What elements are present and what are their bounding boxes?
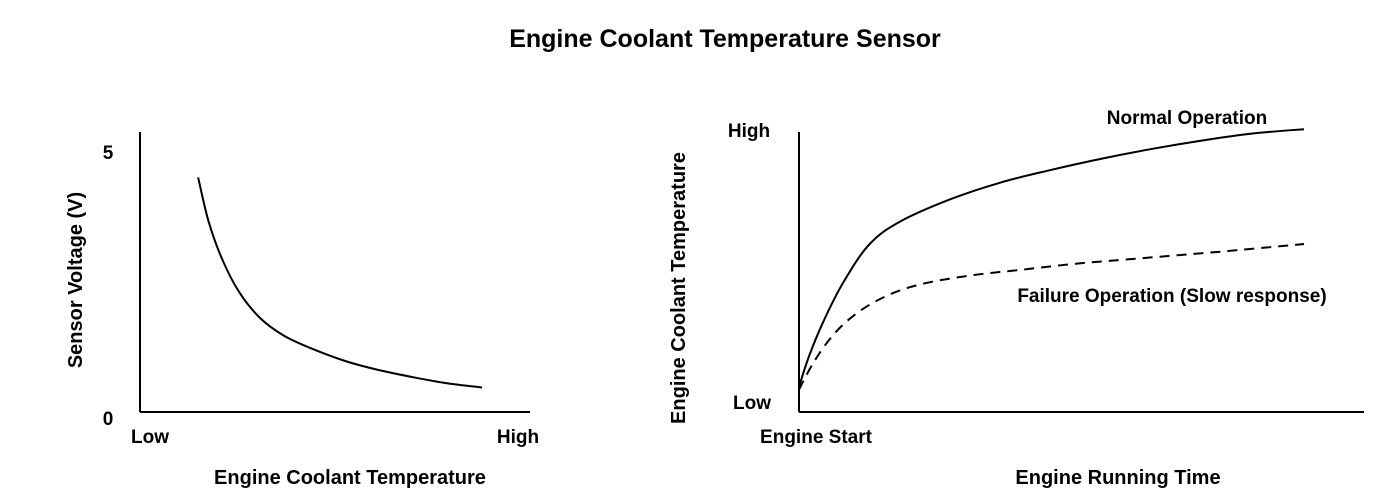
left-y-tick-low: 0 — [103, 409, 114, 430]
left-x-tick-high: High — [497, 427, 539, 448]
failure-operation-curve — [798, 243, 1305, 391]
right-y-tick-low: Low — [733, 393, 771, 414]
right-y-axis-label: Engine Coolant Temperature — [668, 152, 690, 424]
left-x-tick-low: Low — [131, 427, 169, 448]
normal-operation-label: Normal Operation — [1107, 108, 1267, 129]
right-y-tick-high: High — [728, 121, 770, 142]
voltage-curve — [197, 177, 483, 389]
right-chart: High Low Engine Start Engine Running Tim… — [668, 108, 1364, 489]
chart-title: Engine Coolant Temperature Sensor — [509, 25, 941, 53]
left-x-axis-label: Engine Coolant Temperature — [214, 467, 486, 489]
left-y-tick-high: 5 — [103, 143, 114, 164]
right-x-axis-label: Engine Running Time — [1015, 467, 1220, 489]
normal-operation-curve — [798, 128, 1305, 388]
right-x-tick-start: Engine Start — [760, 427, 873, 448]
failure-operation-label: Failure Operation (Slow response) — [1017, 286, 1326, 307]
left-y-axis-label: Sensor Voltage (V) — [65, 192, 87, 368]
left-chart: 5 0 Low High Engine Coolant Temperature … — [65, 132, 539, 489]
